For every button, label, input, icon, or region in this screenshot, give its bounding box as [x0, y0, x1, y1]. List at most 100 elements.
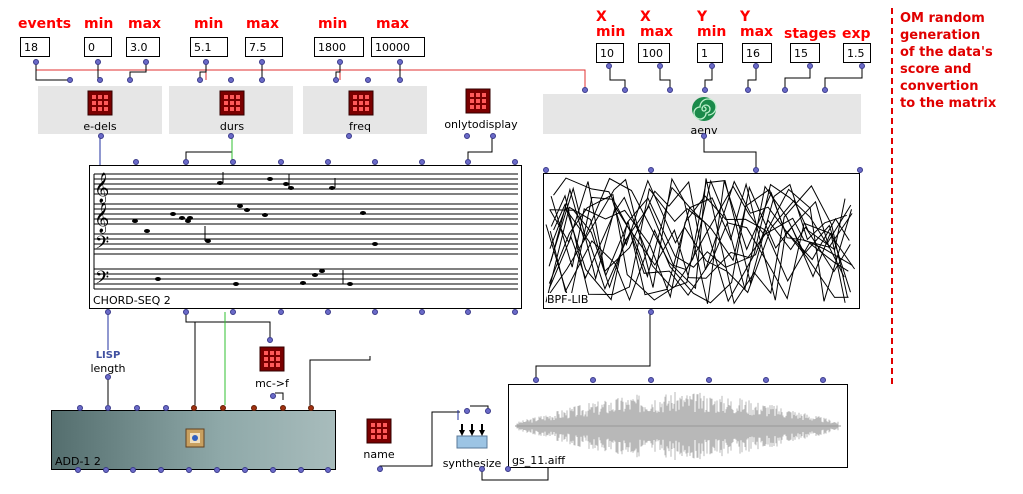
- chord-seq-editor[interactable]: 𝄞 𝄞 𝄢 𝄢 CHORD-SEQ 2: [89, 165, 522, 309]
- port[interactable]: [163, 405, 169, 411]
- port[interactable]: [512, 309, 518, 315]
- port[interactable]: [479, 466, 485, 472]
- port[interactable]: [230, 309, 236, 315]
- port[interactable]: [98, 133, 104, 139]
- port[interactable]: [822, 87, 828, 93]
- y-max-input[interactable]: 16: [742, 43, 772, 63]
- port[interactable]: [278, 159, 284, 165]
- port[interactable]: [397, 59, 403, 65]
- port[interactable]: [203, 59, 209, 65]
- port[interactable]: [214, 467, 220, 473]
- port[interactable]: [95, 59, 101, 65]
- port[interactable]: [97, 77, 103, 83]
- port[interactable]: [105, 405, 111, 411]
- inlet-port[interactable]: [191, 405, 197, 411]
- port[interactable]: [228, 133, 234, 139]
- port[interactable]: [465, 309, 471, 315]
- port[interactable]: [464, 408, 470, 414]
- port[interactable]: [419, 309, 425, 315]
- port[interactable]: [346, 133, 352, 139]
- port[interactable]: [278, 309, 284, 315]
- port[interactable]: [228, 77, 234, 83]
- sound-editor[interactable]: gs_11.aiff: [508, 384, 848, 468]
- port[interactable]: [325, 159, 331, 165]
- port[interactable]: [485, 408, 491, 414]
- y-min-input[interactable]: 1: [697, 43, 723, 63]
- port[interactable]: [648, 377, 654, 383]
- port[interactable]: [267, 337, 273, 343]
- x-max-input[interactable]: 100: [638, 43, 670, 63]
- port[interactable]: [134, 405, 140, 411]
- port[interactable]: [820, 377, 826, 383]
- port[interactable]: [33, 59, 39, 65]
- port[interactable]: [143, 59, 149, 65]
- port[interactable]: [701, 133, 707, 139]
- min-input[interactable]: 5.1: [190, 37, 228, 57]
- port[interactable]: [259, 59, 265, 65]
- port[interactable]: [377, 466, 383, 472]
- port[interactable]: [657, 63, 663, 69]
- port[interactable]: [270, 467, 276, 473]
- port[interactable]: [183, 309, 189, 315]
- port[interactable]: [259, 77, 265, 83]
- port[interactable]: [158, 467, 164, 473]
- port[interactable]: [464, 133, 470, 139]
- max-input[interactable]: 10000: [371, 37, 425, 57]
- port[interactable]: [857, 167, 863, 173]
- port[interactable]: [622, 87, 628, 93]
- chip-icon[interactable]: [364, 416, 394, 446]
- port[interactable]: [105, 309, 111, 315]
- port[interactable]: [186, 467, 192, 473]
- x-min-input[interactable]: 10: [596, 43, 624, 63]
- stages-input[interactable]: 15: [790, 43, 820, 63]
- port[interactable]: [706, 377, 712, 383]
- port[interactable]: [130, 467, 136, 473]
- port[interactable]: [419, 159, 425, 165]
- min-input[interactable]: 1800: [314, 37, 364, 57]
- port[interactable]: [490, 133, 496, 139]
- port[interactable]: [606, 63, 612, 69]
- port[interactable]: [648, 309, 654, 315]
- port[interactable]: [183, 159, 189, 165]
- port[interactable]: [807, 63, 813, 69]
- port[interactable]: [505, 466, 511, 472]
- port[interactable]: [512, 159, 518, 165]
- max-input[interactable]: 7.5: [245, 37, 283, 57]
- port[interactable]: [397, 77, 403, 83]
- port[interactable]: [667, 87, 673, 93]
- port[interactable]: [333, 77, 339, 83]
- min-input[interactable]: 0: [84, 37, 112, 57]
- port[interactable]: [325, 309, 331, 315]
- port[interactable]: [745, 87, 751, 93]
- port[interactable]: [753, 167, 759, 173]
- bpf-lib-editor[interactable]: BPF-LIB: [543, 173, 860, 309]
- inlet-port[interactable]: [251, 405, 257, 411]
- port[interactable]: [103, 467, 109, 473]
- max-input[interactable]: 3.0: [126, 37, 160, 57]
- port[interactable]: [543, 167, 549, 173]
- exp-input[interactable]: 1.5: [843, 43, 871, 63]
- synthesize-icon[interactable]: [456, 422, 488, 450]
- inlet-port[interactable]: [280, 405, 286, 411]
- port[interactable]: [325, 467, 331, 473]
- port[interactable]: [77, 405, 83, 411]
- port[interactable]: [763, 377, 769, 383]
- port[interactable]: [372, 159, 378, 165]
- length-label[interactable]: length: [90, 362, 126, 375]
- port[interactable]: [702, 87, 708, 93]
- port[interactable]: [75, 467, 81, 473]
- port[interactable]: [533, 377, 539, 383]
- port[interactable]: [709, 63, 715, 69]
- port[interactable]: [270, 393, 276, 399]
- port[interactable]: [590, 377, 596, 383]
- add-1-box[interactable]: ADD-1 2: [51, 410, 336, 470]
- port[interactable]: [648, 167, 654, 173]
- inlet-port[interactable]: [220, 405, 226, 411]
- port[interactable]: [230, 159, 236, 165]
- port[interactable]: [105, 374, 111, 380]
- port[interactable]: [67, 77, 73, 83]
- events-input[interactable]: 18: [20, 37, 50, 57]
- port[interactable]: [753, 63, 759, 69]
- port[interactable]: [337, 59, 343, 65]
- port[interactable]: [127, 77, 133, 83]
